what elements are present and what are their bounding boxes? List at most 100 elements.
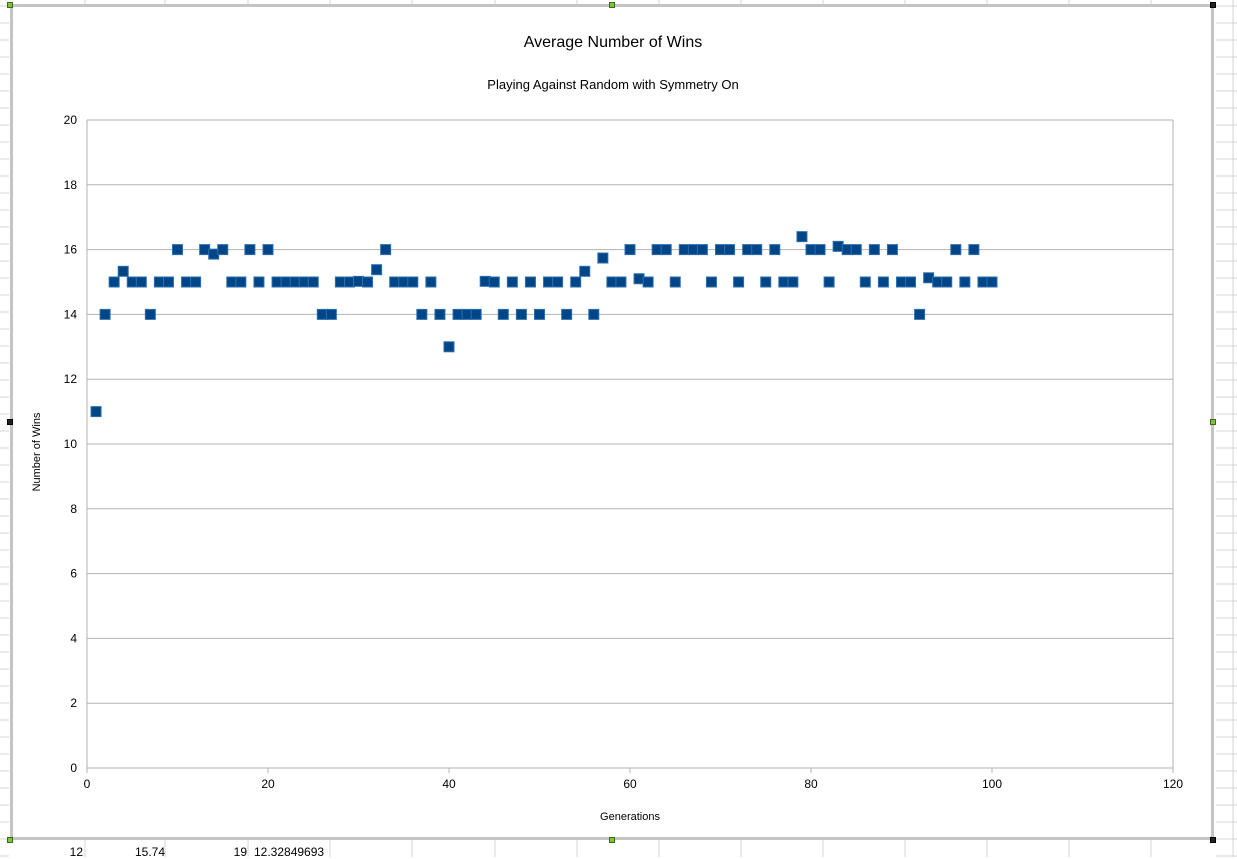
data-point [506, 276, 518, 288]
sheet-cell-row: 12 15.74 19 12.32849693 [0, 845, 1237, 859]
data-point [443, 341, 455, 353]
data-point [434, 308, 446, 320]
data-point [380, 244, 392, 256]
data-point [280, 276, 292, 288]
data-point [416, 308, 428, 320]
selection-handle[interactable] [1210, 419, 1216, 425]
x-tick-label: 100 [982, 777, 1002, 791]
selection-handle[interactable] [609, 2, 615, 8]
data-point [334, 276, 346, 288]
data-point [316, 308, 328, 320]
data-point [841, 244, 853, 256]
data-point [886, 244, 898, 256]
data-point [977, 276, 989, 288]
data-point [488, 276, 500, 288]
data-point [678, 244, 690, 256]
y-tick-label: 0 [70, 761, 77, 775]
data-point [325, 308, 337, 320]
selection-handle[interactable] [7, 2, 13, 8]
data-point [552, 276, 564, 288]
y-tick-label: 12 [64, 372, 78, 386]
data-point [868, 244, 880, 256]
x-tick-label: 120 [1163, 777, 1183, 791]
y-axis-label: Number of Wins [31, 412, 43, 491]
chart-title: Average Number of Wins [524, 34, 702, 51]
data-point [959, 276, 971, 288]
sheet-cell[interactable]: 12 [69, 845, 83, 859]
data-point [660, 244, 672, 256]
data-point [470, 308, 482, 320]
data-point [371, 264, 383, 276]
data-point [669, 276, 681, 288]
sheet-cell[interactable]: 12.32849693 [254, 845, 325, 859]
data-point [235, 276, 247, 288]
data-point [696, 244, 708, 256]
y-tick-label: 4 [70, 631, 77, 645]
data-point [262, 244, 274, 256]
data-point [986, 276, 998, 288]
data-point [597, 252, 609, 264]
data-point [570, 276, 582, 288]
data-point [425, 276, 437, 288]
data-point [715, 244, 726, 256]
selection-handle[interactable] [1210, 837, 1216, 843]
data-point [796, 231, 808, 243]
x-tick-label: 20 [261, 777, 275, 791]
x-tick-label: 0 [84, 777, 91, 791]
selection-handle[interactable] [7, 837, 13, 843]
data-point [615, 276, 627, 288]
data-point [687, 244, 699, 256]
y-tick-label: 14 [64, 307, 78, 321]
data-point [579, 265, 591, 277]
data-point [950, 244, 962, 256]
chart-frame[interactable] [10, 4, 1214, 840]
chart-subtitle: Playing Against Random with Symmetry On [487, 77, 738, 92]
data-point [606, 276, 618, 288]
data-point [298, 276, 310, 288]
data-point [760, 276, 772, 288]
data-point [914, 308, 926, 320]
data-point [117, 265, 129, 277]
data-point [724, 244, 736, 256]
data-point [814, 244, 826, 256]
data-point [289, 276, 301, 288]
data-point [144, 308, 156, 320]
data-point [190, 276, 202, 288]
data-point [172, 244, 183, 256]
data-point [153, 276, 165, 288]
y-tick-label: 18 [64, 178, 78, 192]
sheet-cell[interactable]: 15.74 [134, 845, 165, 859]
y-tick-label: 6 [70, 567, 77, 581]
data-point [624, 244, 636, 256]
y-tick-label: 2 [70, 696, 77, 710]
y-tick-label: 10 [64, 437, 78, 451]
data-point [941, 276, 953, 288]
sheet-cell[interactable]: 19 [233, 845, 247, 859]
data-point [633, 273, 645, 285]
data-point [787, 276, 799, 288]
data-point [742, 244, 754, 256]
data-point [805, 244, 817, 256]
data-point [398, 276, 410, 288]
data-point [877, 276, 889, 288]
data-point [534, 308, 545, 320]
data-point [343, 276, 355, 288]
selection-handle[interactable] [609, 837, 615, 843]
selection-handle[interactable] [7, 419, 13, 425]
data-point [823, 276, 835, 288]
data-point [751, 244, 763, 256]
data-point [217, 244, 229, 256]
data-point [642, 276, 654, 288]
data-point [778, 276, 790, 288]
data-point [769, 244, 781, 256]
data-point [588, 308, 600, 320]
data-point [561, 308, 573, 320]
data-point [362, 276, 374, 288]
x-tick-label: 80 [804, 777, 818, 791]
data-point [452, 308, 464, 320]
data-point [208, 248, 220, 260]
y-tick-label: 20 [64, 113, 78, 127]
selection-handle[interactable] [1210, 2, 1216, 8]
x-tick-label: 60 [623, 777, 637, 791]
